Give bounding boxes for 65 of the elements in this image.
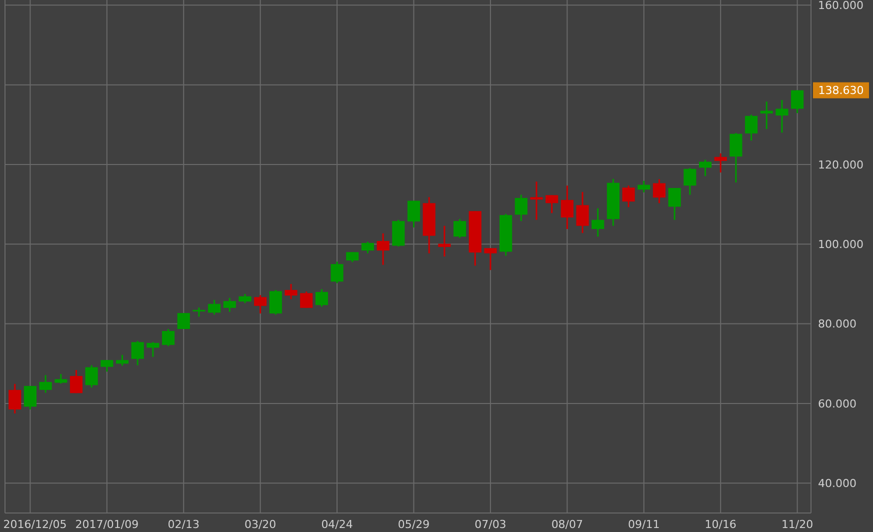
candlestick bbox=[407, 200, 420, 228]
text: 138.630 bbox=[818, 84, 864, 98]
candlestick bbox=[346, 251, 359, 263]
candlestick bbox=[100, 359, 114, 372]
candlestick bbox=[760, 100, 773, 130]
candlestick bbox=[208, 299, 221, 316]
candlestick bbox=[514, 194, 528, 222]
candlestick bbox=[638, 180, 650, 194]
candlestick bbox=[284, 283, 298, 300]
candlestick bbox=[131, 340, 144, 366]
x-tick-label: 07/03 bbox=[474, 518, 506, 531]
candlestick bbox=[484, 247, 497, 271]
candlestick bbox=[622, 184, 635, 208]
candlestick bbox=[223, 297, 236, 313]
candlestick bbox=[177, 312, 190, 330]
y-tick-label: 120.000 bbox=[818, 158, 864, 172]
candlestick bbox=[668, 187, 681, 221]
candlestick bbox=[39, 374, 52, 394]
candlestick bbox=[254, 294, 267, 314]
candlestick bbox=[24, 385, 36, 410]
candlestick bbox=[376, 232, 390, 266]
candlestick bbox=[300, 290, 313, 309]
x-tick-label: 11/20 bbox=[781, 518, 814, 531]
candlestick bbox=[54, 373, 68, 384]
y-tick-label: 160.000 bbox=[818, 0, 864, 12]
candlestick bbox=[530, 180, 543, 221]
candlestick bbox=[85, 364, 98, 388]
y-tick-label: 100.000 bbox=[818, 238, 864, 252]
x-tick-label: 08/07 bbox=[551, 518, 584, 531]
y-tick-label: 40.000 bbox=[818, 476, 856, 490]
candlestick bbox=[684, 167, 696, 196]
candlestick bbox=[453, 218, 466, 239]
candlestick bbox=[8, 383, 22, 414]
candlestick bbox=[791, 90, 804, 114]
x-tick-label: 04/24 bbox=[321, 518, 353, 531]
candlestick bbox=[652, 178, 666, 204]
y-tick-label: 60.000 bbox=[818, 397, 856, 410]
candlestick bbox=[744, 114, 758, 142]
candlestick bbox=[438, 225, 451, 258]
candlestick bbox=[361, 241, 374, 254]
candlestick bbox=[546, 194, 558, 214]
candlestick bbox=[238, 293, 252, 304]
candlestick bbox=[330, 260, 344, 284]
x-tick-label: 03/20 bbox=[244, 518, 276, 531]
candlestick bbox=[116, 354, 129, 366]
x-tick-label: 05/29 bbox=[398, 518, 430, 531]
candlestick bbox=[192, 306, 206, 318]
candlestick bbox=[269, 289, 282, 316]
candlestick bbox=[776, 99, 788, 134]
y-tick-label: 80.000 bbox=[818, 318, 856, 331]
x-tick-label: 2017/01/09 bbox=[75, 518, 139, 531]
candlestick bbox=[146, 341, 160, 358]
x-tick-label: 09/11 bbox=[628, 518, 660, 531]
x-tick-label: 2016/12/05 bbox=[3, 518, 67, 531]
candlestick bbox=[592, 208, 604, 238]
x-tick-label: 10/16 bbox=[704, 518, 736, 531]
candlestick bbox=[714, 152, 727, 174]
candlestick bbox=[730, 132, 742, 184]
candlestick bbox=[698, 158, 712, 177]
candlestick bbox=[162, 328, 175, 347]
candlestick bbox=[560, 184, 574, 230]
candlestick bbox=[315, 288, 328, 308]
candlestick bbox=[70, 369, 83, 394]
candlestick bbox=[576, 191, 589, 234]
x-tick-label: 02/13 bbox=[168, 518, 200, 531]
